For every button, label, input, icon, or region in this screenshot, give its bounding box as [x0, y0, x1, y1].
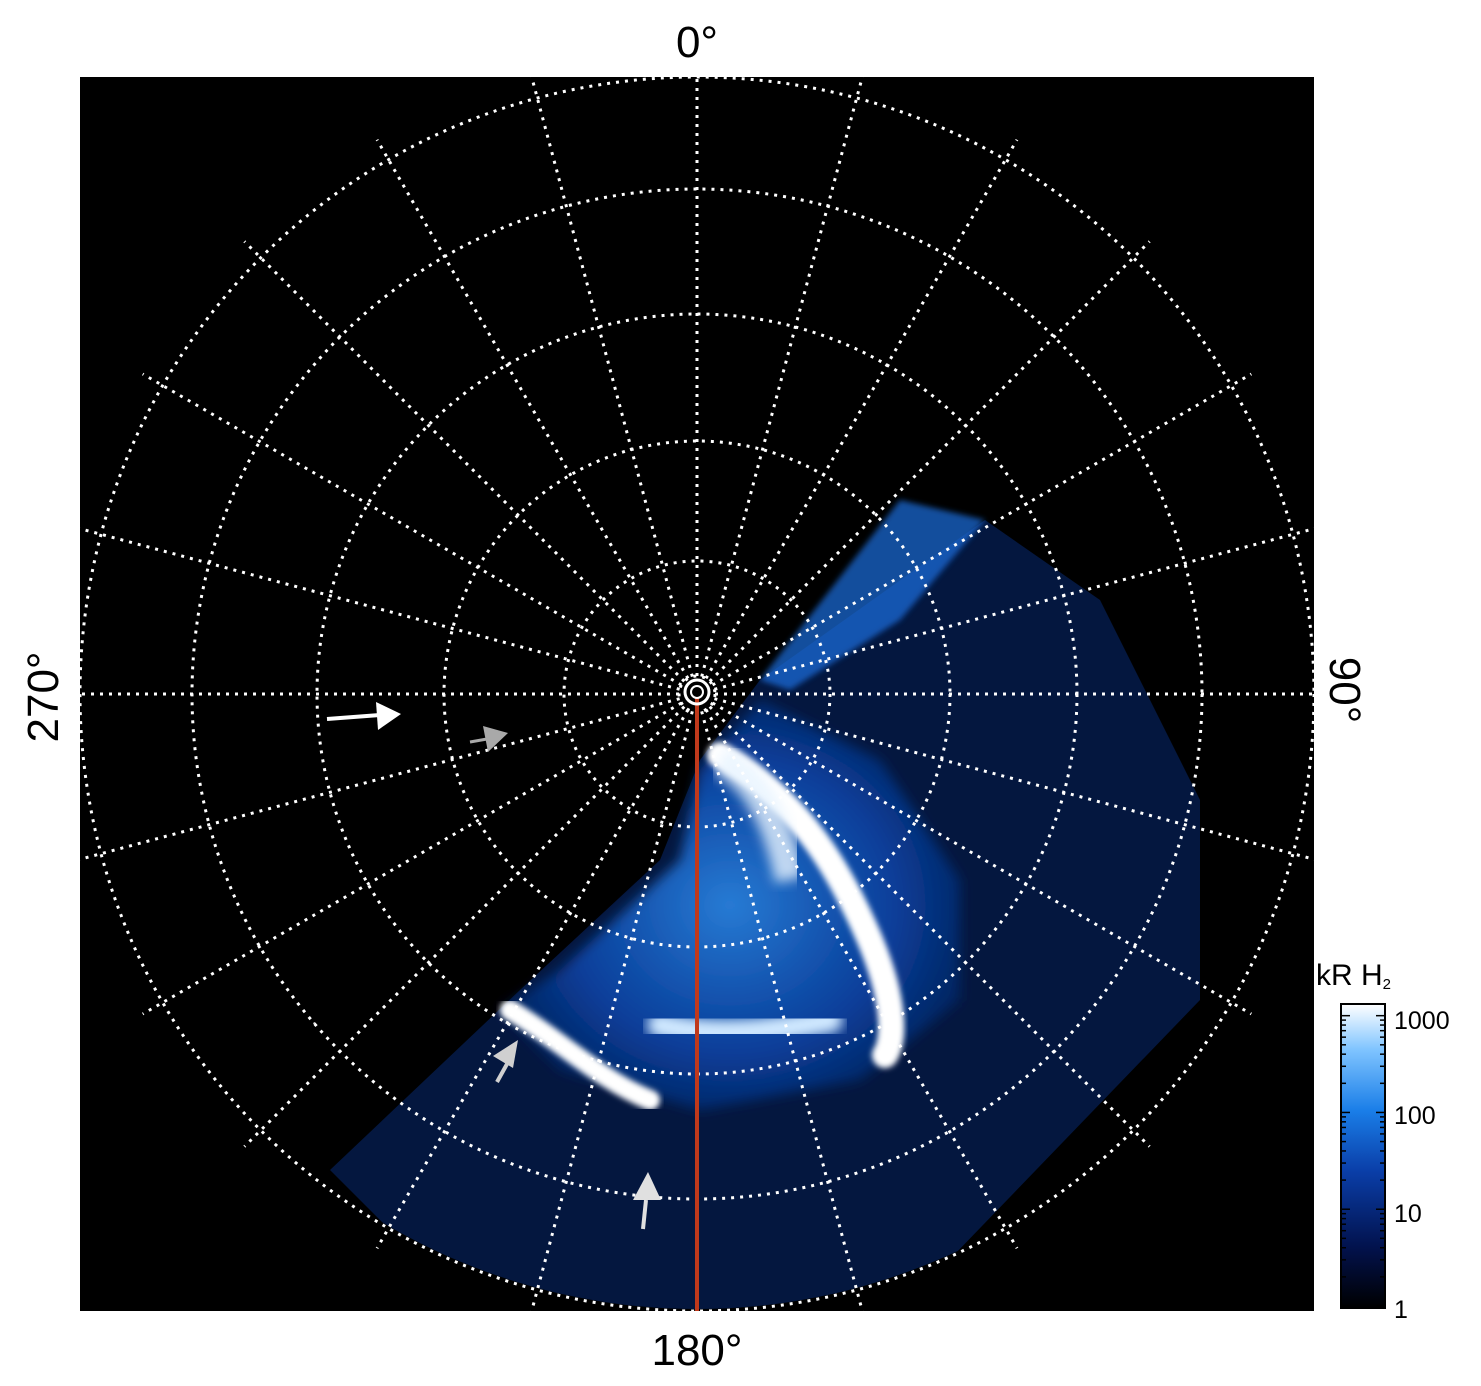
label-bottom: 180°: [651, 1326, 742, 1375]
white-arrow: [326, 702, 401, 730]
colorbar-title: kR H2: [1316, 959, 1391, 993]
label-right: 90°: [1320, 657, 1369, 724]
label-left: 270°: [19, 651, 68, 742]
colorbar-tick-10: 10: [1394, 1200, 1422, 1228]
pole-marker-inner: [690, 685, 704, 699]
gray-arrow-bottom: [633, 1172, 661, 1230]
pole-marker-outer: [683, 678, 711, 706]
colorbar-tick-1: 1: [1394, 1296, 1408, 1324]
label-top: 0°: [676, 18, 718, 67]
gray-arrow-lower-left: [493, 1040, 518, 1083]
gray-arrow-upper: [469, 726, 508, 752]
diffuse-glow: [500, 700, 960, 1110]
colorbar-title-subscript: 2: [1383, 976, 1391, 993]
lower-oval-arc: [500, 1000, 660, 1110]
inner-emission: [647, 1007, 843, 1046]
colorbar-tick-100: 100: [1394, 1102, 1436, 1130]
upper-streaks: [760, 500, 985, 690]
colorbar-tick-1000: 1000: [1394, 1007, 1450, 1035]
colorbar: kR H2 1000 100 10 1: [1316, 959, 1450, 1324]
colorbar-minor-ticks: [1341, 1014, 1385, 1307]
colorbar-gradient: [1340, 1003, 1386, 1309]
